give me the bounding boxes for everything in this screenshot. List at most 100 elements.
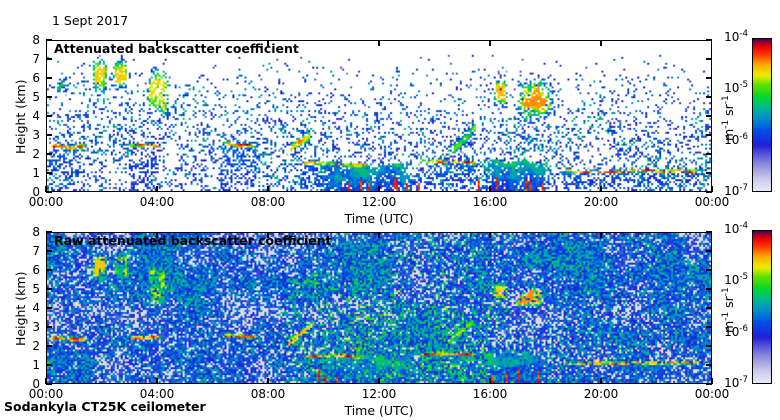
y-tick-right-attenuated [706, 39, 712, 41]
y-tick-raw [46, 307, 52, 309]
colorbar-tick-label: 10-4 [724, 29, 748, 44]
x-tick-label-raw: 20:00 [583, 387, 619, 401]
y-tick-label-raw: 5 [32, 282, 40, 296]
x-tick-raw [45, 378, 47, 384]
x-tick-raw [489, 378, 491, 384]
x-tick-raw [267, 378, 269, 384]
y-tick-label-raw: 4 [32, 301, 40, 315]
x-tick-label-raw: 16:00 [472, 387, 508, 401]
x-tick-top-raw [378, 232, 380, 238]
y-tick-attenuated [46, 153, 52, 155]
colorbar-tick-label: 10-6 [724, 323, 748, 339]
x-tick-label-raw: 00:00 [28, 387, 64, 401]
y-tick-label-attenuated: 3 [32, 128, 40, 142]
x-tick-label-attenuated: 12:00 [361, 195, 397, 209]
x-tick-attenuated [489, 186, 491, 192]
y-tick-label-attenuated: 0 [32, 185, 40, 199]
y-tick-right-attenuated [706, 58, 712, 60]
panel-attenuated-backscatter: Attenuated backscatter coefficient [46, 40, 712, 192]
y-tick-label-raw: 3 [32, 320, 40, 334]
x-tick-label-attenuated: 00:00 [694, 195, 730, 209]
x-tick-label-attenuated: 04:00 [139, 195, 175, 209]
colorbar-tick-label: 10-6 [724, 131, 748, 147]
x-tick-top-raw [489, 232, 491, 238]
x-tick-label-raw: 00:00 [694, 387, 730, 401]
y-tick-label-raw: 7 [32, 244, 40, 258]
y-tick-right-attenuated [706, 115, 712, 117]
x-tick-attenuated [378, 186, 380, 192]
colorbar-gradient-attenuated [753, 39, 771, 191]
x-tick-raw [156, 378, 158, 384]
x-tick-top-raw [156, 232, 158, 238]
instrument-footer: Sodankyla CT25K ceilometer [4, 399, 206, 414]
y-tick-raw [46, 288, 52, 290]
y-tick-attenuated [46, 58, 52, 60]
y-tick-label-raw: 8 [32, 225, 40, 239]
colorbar-unit-label: m-1 sr-1 [720, 95, 736, 141]
y-tick-label-raw: 6 [32, 263, 40, 277]
y-tick-attenuated [46, 96, 52, 98]
y-tick-raw [46, 383, 52, 385]
x-tick-attenuated [267, 186, 269, 192]
y-tick-right-attenuated [706, 191, 712, 193]
y-tick-right-attenuated [706, 153, 712, 155]
y-tick-label-attenuated: 1 [32, 166, 40, 180]
x-axis-title-attenuated: Time (UTC) [344, 211, 414, 226]
y-tick-label-attenuated: 4 [32, 109, 40, 123]
x-tick-top-attenuated [378, 40, 380, 46]
y-tick-raw [46, 269, 52, 271]
y-tick-attenuated [46, 134, 52, 136]
y-tick-raw [46, 231, 52, 233]
colorbar-gradient-raw [753, 231, 771, 383]
y-tick-attenuated [46, 39, 52, 41]
x-tick-attenuated [600, 186, 602, 192]
y-tick-attenuated [46, 77, 52, 79]
x-tick-raw [711, 378, 713, 384]
y-tick-right-raw [706, 345, 712, 347]
y-tick-label-raw: 1 [32, 358, 40, 372]
y-tick-label-attenuated: 8 [32, 33, 40, 47]
x-tick-top-raw [600, 232, 602, 238]
x-tick-attenuated [45, 186, 47, 192]
colorbar-unit-label: m-1 sr-1 [720, 287, 736, 333]
x-tick-label-attenuated: 16:00 [472, 195, 508, 209]
colorbar-tick-label: 10-7 [724, 375, 748, 390]
y-tick-raw [46, 345, 52, 347]
colorbar-attenuated [752, 38, 772, 192]
y-tick-raw [46, 364, 52, 366]
x-tick-label-raw: 12:00 [361, 387, 397, 401]
x-tick-label-raw: 04:00 [139, 387, 175, 401]
y-axis-title-attenuated: Height (km) [13, 79, 28, 154]
y-tick-right-attenuated [706, 134, 712, 136]
y-tick-label-attenuated: 6 [32, 71, 40, 85]
colorbar-tick-label: 10-7 [724, 183, 748, 198]
y-tick-right-raw [706, 269, 712, 271]
y-tick-label-raw: 2 [32, 339, 40, 353]
x-tick-attenuated [711, 186, 713, 192]
y-tick-right-raw [706, 288, 712, 290]
x-tick-raw [600, 378, 602, 384]
x-tick-top-attenuated [600, 40, 602, 46]
colorbar-tick-label: 10-4 [724, 221, 748, 236]
y-tick-label-raw: 0 [32, 377, 40, 391]
x-tick-top-attenuated [489, 40, 491, 46]
y-tick-right-raw [706, 364, 712, 366]
x-tick-label-attenuated: 00:00 [28, 195, 64, 209]
y-tick-right-raw [706, 326, 712, 328]
x-tick-attenuated [156, 186, 158, 192]
heatmap-canvas-raw [47, 233, 711, 383]
panel-raw-backscatter: Raw attenuated backscatter coefficient [46, 232, 712, 384]
y-axis-title-raw: Height (km) [13, 271, 28, 346]
date-label: 1 Sept 2017 [52, 13, 129, 28]
y-tick-label-attenuated: 7 [32, 52, 40, 66]
colorbar-tick-label: 10-5 [724, 80, 748, 96]
y-tick-label-attenuated: 2 [32, 147, 40, 161]
heatmap-canvas-attenuated [47, 41, 711, 191]
x-tick-top-raw [267, 232, 269, 238]
y-tick-right-raw [706, 250, 712, 252]
y-tick-right-raw [706, 383, 712, 385]
plot-area-raw [46, 232, 712, 384]
y-tick-right-attenuated [706, 96, 712, 98]
y-tick-raw [46, 250, 52, 252]
x-tick-raw [378, 378, 380, 384]
